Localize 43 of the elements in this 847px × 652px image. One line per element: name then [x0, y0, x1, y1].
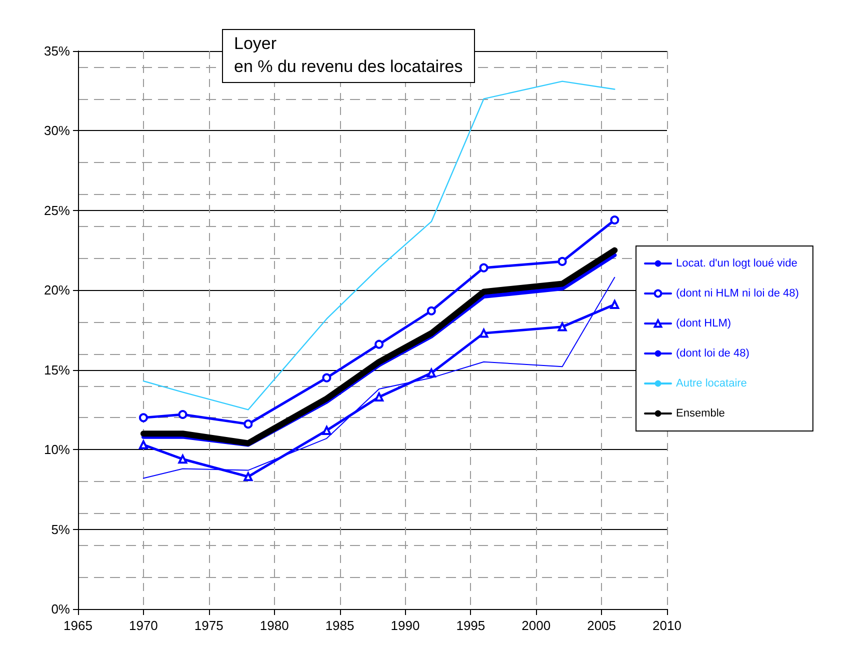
y-tick-label: 10% — [44, 442, 70, 458]
x-tick-label: 1990 — [390, 618, 420, 633]
point — [322, 373, 332, 382]
x-tick-label: 2005 — [587, 618, 616, 633]
x-tick-label: 1995 — [456, 618, 486, 633]
y-tick-label: 5% — [51, 522, 70, 537]
point — [178, 410, 188, 419]
point — [138, 413, 148, 422]
chart-title: Loyer — [234, 34, 277, 53]
point — [426, 306, 436, 316]
y-tick-label: 15% — [44, 362, 70, 378]
point — [374, 392, 384, 402]
x-tick-label: 1970 — [128, 618, 158, 633]
point — [610, 215, 620, 224]
legend-label: Autre locataire — [676, 378, 747, 390]
legend-label: Locat. d'un logt loué vide — [676, 258, 798, 270]
x-tick-label: 1985 — [325, 618, 354, 633]
chart-subtitle: en % du revenu des locataires — [234, 57, 463, 76]
point — [479, 328, 488, 338]
x-tick-label: 1975 — [194, 618, 224, 633]
point — [138, 440, 148, 450]
line-series — [142, 80, 616, 410]
point — [479, 263, 488, 272]
y-tick-label: 35% — [44, 44, 70, 58]
legend-label: (dont HLM) — [676, 318, 732, 330]
x-tick-label: 2000 — [522, 618, 551, 633]
y-tick-label: 20% — [44, 282, 70, 298]
legend-label: (dont loi de 48) — [676, 348, 750, 360]
legend-label: Ensemble — [676, 408, 725, 420]
point — [244, 420, 253, 429]
point — [558, 322, 567, 332]
x-tick-label: 1965 — [64, 618, 92, 633]
point — [558, 256, 567, 266]
x-tick-label: 2010 — [652, 618, 682, 633]
legend-label: (dont ni HLM ni loi de 48) — [676, 288, 799, 300]
point — [244, 472, 253, 482]
point — [374, 340, 384, 349]
point — [322, 426, 332, 435]
x-tick-label: 1980 — [260, 618, 289, 633]
y-tick-label: 0% — [51, 602, 70, 616]
y-tick-label: 30% — [44, 123, 70, 138]
point — [610, 300, 620, 309]
y-tick-label: 25% — [44, 202, 70, 218]
